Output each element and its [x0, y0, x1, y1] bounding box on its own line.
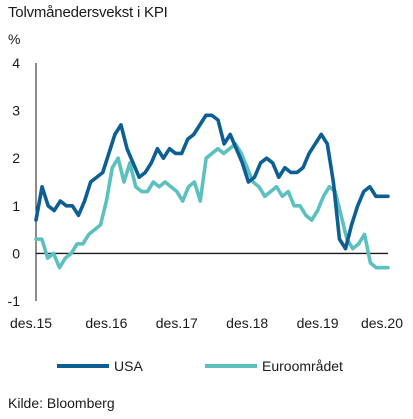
y-tick-label: 1	[12, 198, 20, 214]
legend-label: Euroområdet	[262, 358, 343, 374]
legend: USA Euroområdet	[57, 358, 343, 374]
y-axis-unit: %	[8, 31, 21, 47]
series-line-euroomr-det	[34, 142, 390, 270]
legend-label: USA	[114, 358, 143, 374]
chart-title: Tolvmånedersvekst i KPI	[8, 4, 168, 21]
x-tick-label: des.17	[156, 315, 198, 331]
x-tick-label: des.16	[85, 315, 127, 331]
y-tick-labels: 4 3 2 1 0 -1	[8, 55, 21, 309]
y-tick-label: -1	[8, 293, 21, 309]
y-tick-label: 2	[12, 150, 20, 166]
y-tick-label: 4	[12, 55, 20, 71]
x-tick-label: des.15	[10, 315, 52, 331]
x-tick-label: des.19	[297, 315, 339, 331]
x-tick-labels: des.15 des.16 des.17 des.18 des.19 des.20	[10, 315, 403, 331]
y-tick-label: 0	[12, 245, 20, 261]
series-line-usa	[34, 113, 390, 251]
source-note: Kilde: Bloomberg	[8, 395, 115, 411]
series-lines	[34, 113, 390, 270]
x-tick-label: des.20	[361, 315, 403, 331]
y-tick-label: 3	[12, 103, 20, 119]
x-tick-label: des.18	[226, 315, 268, 331]
